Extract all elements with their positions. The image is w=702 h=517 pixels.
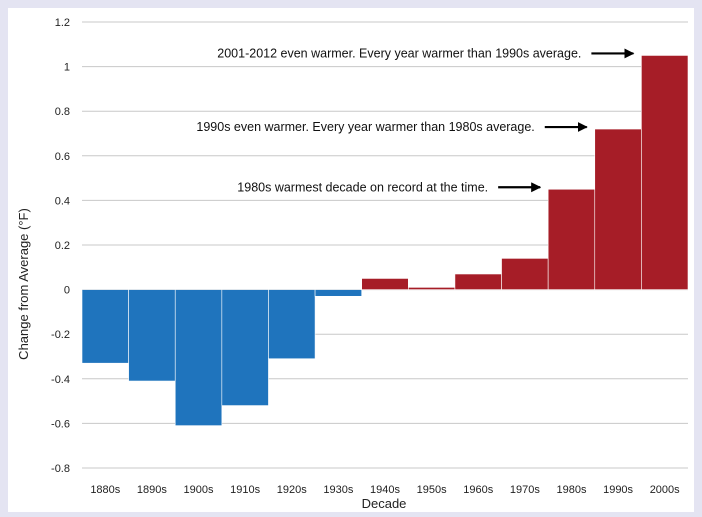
bar-1990s xyxy=(594,128,642,290)
bar-1880s xyxy=(81,289,129,364)
y-tick-label: 1.2 xyxy=(55,17,70,29)
bar-1940s xyxy=(361,278,409,290)
x-axis-ticks: 1880s 1890s 1900s 1910s 1920s 1930s 1940s 1950s… xyxy=(90,484,680,496)
y-tick-label: -0.6 xyxy=(51,418,70,430)
x-tick-label: 1930s xyxy=(323,484,353,496)
y-tick-label: -0.4 xyxy=(51,374,70,386)
x-tick-label: 2000s xyxy=(650,484,680,496)
x-tick-label: 1890s xyxy=(137,484,167,496)
y-axis-title: Change from Average (°F) xyxy=(16,208,31,360)
bar-2000s xyxy=(641,55,689,290)
y-tick-label: 1 xyxy=(64,62,70,74)
bar-1960s xyxy=(454,273,502,290)
bar-1910s xyxy=(221,289,269,406)
annotation-text: 2001-2012 even warmer. Every year warmer… xyxy=(217,46,581,60)
x-tick-label: 1900s xyxy=(184,484,214,496)
bar-1950s xyxy=(408,287,456,290)
y-tick-label: 0.8 xyxy=(55,106,70,118)
x-tick-label: 1920s xyxy=(277,484,307,496)
x-axis-title: Decade xyxy=(362,496,407,511)
x-tick-label: 1980s xyxy=(556,484,586,496)
bar-1890s xyxy=(128,289,176,382)
annotation-text: 1990s even warmer. Every year warmer tha… xyxy=(196,120,534,134)
x-tick-label: 1950s xyxy=(417,484,447,496)
y-tick-label: 0.6 xyxy=(55,151,70,163)
bar-1980s xyxy=(547,188,596,290)
bars xyxy=(81,55,689,426)
x-tick-label: 1990s xyxy=(603,484,633,496)
bar-1970s xyxy=(501,258,549,290)
y-tick-label: -0.2 xyxy=(51,329,70,341)
y-axis-ticks: 1.2 1 0.8 0.6 0.4 0.2 0 -0.2 -0.4 -0.6 -0.8 xyxy=(51,17,70,475)
y-tick-label: 0.2 xyxy=(55,240,70,252)
y-tick-label: -0.8 xyxy=(51,463,70,475)
x-tick-label: 1970s xyxy=(510,484,540,496)
bar-1900s xyxy=(174,289,223,426)
y-tick-label: 0.4 xyxy=(55,195,70,207)
x-tick-label: 1940s xyxy=(370,484,400,496)
x-tick-label: 1880s xyxy=(90,484,120,496)
bar-1920s xyxy=(268,289,316,360)
x-tick-label: 1960s xyxy=(463,484,493,496)
y-tick-label: 0 xyxy=(64,285,70,297)
annotation-text: 1980s warmest decade on record at the ti… xyxy=(237,180,488,194)
x-tick-label: 1910s xyxy=(230,484,260,496)
annotations: 2001-2012 even warmer. Every year warmer… xyxy=(196,46,635,194)
bar-1930s xyxy=(314,289,362,297)
